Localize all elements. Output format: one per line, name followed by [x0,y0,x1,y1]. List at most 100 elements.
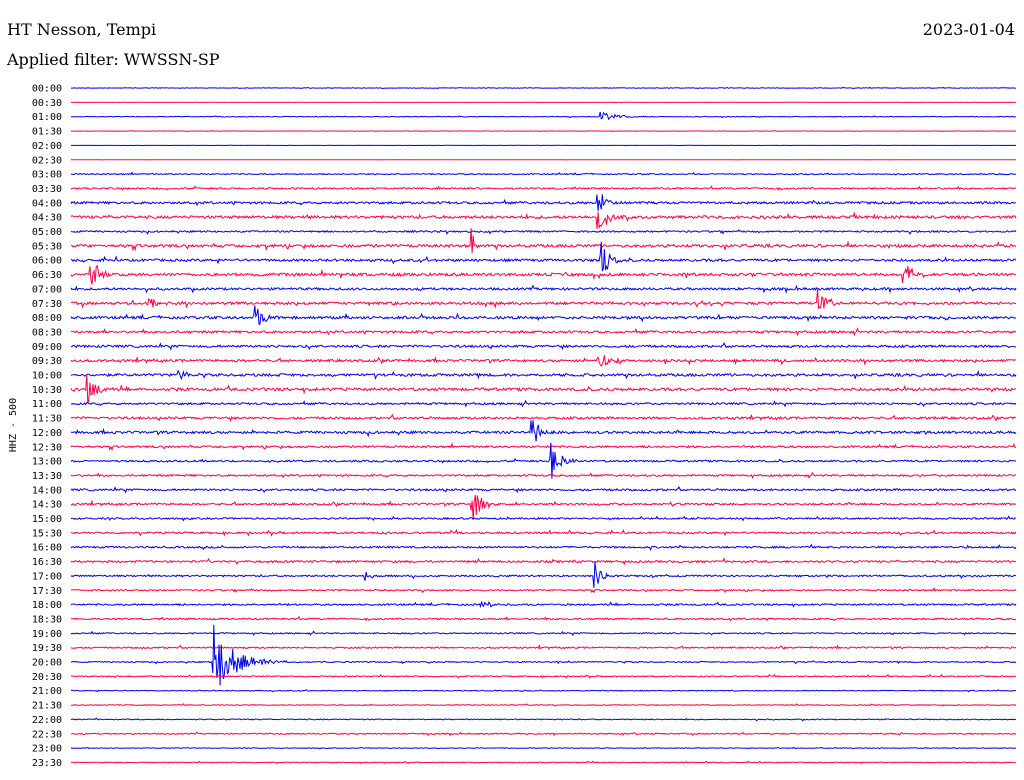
time-tick-label: 13:30 [32,471,62,482]
time-tick-label: 01:30 [32,127,62,138]
trace-line [71,399,1017,408]
time-tick-label: 08:00 [32,313,62,324]
time-tick-label: 16:00 [32,543,62,554]
trace-line [70,673,1017,679]
time-tick-label: 22:00 [32,715,62,726]
trace-line [71,171,1017,176]
time-tick-label: 02:00 [32,141,62,152]
trace-line [70,746,1017,750]
time-tick-label: 21:30 [32,701,62,712]
time-tick-label: 04:30 [32,213,62,224]
time-tick-label: 01:00 [32,112,62,123]
trace-line [70,615,1017,622]
time-tick-label: 05:30 [32,241,62,252]
trace-line [70,601,1017,608]
time-tick-label: 22:30 [32,729,62,740]
time-tick-label: 10:30 [32,385,62,396]
trace-line [70,703,1017,707]
trace-line [70,731,1017,737]
time-tick-label: 15:00 [32,514,62,525]
time-tick-label: 04:00 [32,198,62,209]
time-tick-label: 03:30 [32,184,62,195]
time-tick-label: 09:00 [32,342,62,353]
trace-line [71,86,1017,90]
time-tick-label: 09:30 [32,356,62,367]
trace-line [70,130,1016,133]
time-tick-label: 20:00 [32,658,62,669]
trace-line [70,689,1017,693]
trace-line [70,228,1017,254]
trace-line [70,288,1016,310]
trace-layer [70,86,1017,765]
trace-line [70,557,1017,566]
trace-line [70,355,1017,367]
trace-line [70,561,1017,588]
time-tick-label: 00:00 [32,84,62,95]
trace-line [70,644,1017,650]
time-tick-label: 23:30 [32,758,62,769]
trace-line [71,327,1017,337]
time-tick-label: 07:30 [32,299,62,310]
time-tick-label: 19:00 [32,629,62,640]
trace-line [70,442,1017,479]
time-tick-label: 10:00 [32,371,62,382]
time-tick-label: 18:00 [32,600,62,611]
time-tick-label: 06:00 [32,256,62,267]
trace-line [70,111,1017,121]
time-tick-label: 00:30 [32,98,62,109]
station-title: HT Nesson, Tempi [7,20,157,39]
trace-line [70,305,1017,325]
time-tick-label: 17:30 [32,586,62,597]
trace-line [70,471,1017,480]
time-tick-label: 11:30 [32,414,62,425]
time-tick-label: 13:00 [32,457,62,468]
time-tick-label: 11:00 [32,399,62,410]
time-tick-label: 15:30 [32,528,62,539]
trace-line [70,413,1017,423]
trace-line [70,101,1017,104]
time-tick-label: 06:30 [32,270,62,281]
trace-line [70,543,1017,552]
trace-line [70,515,1016,522]
trace-line [70,717,1017,722]
trace-line [70,185,1017,191]
time-tick-label: 08:30 [32,327,62,338]
time-tick-label: 14:30 [32,500,62,511]
time-tick-label: 18:30 [32,614,62,625]
trace-line [70,241,1017,272]
time-tick-label: 12:00 [32,428,62,439]
trace-line [71,420,1017,442]
date-label: 2023-01-04 [922,20,1015,39]
trace-line [70,264,1017,285]
trace-line [70,284,1017,295]
time-tick-label: 05:00 [32,227,62,238]
trace-line [71,528,1017,537]
trace-line [70,369,1017,381]
trace-line [70,341,1017,351]
trace-line [70,630,1017,636]
time-tick-label: 12:30 [32,442,62,453]
time-tick-label: 20:30 [32,672,62,683]
time-tick-label: 16:30 [32,557,62,568]
trace-line [70,442,1017,451]
time-tick-label: 07:00 [32,284,62,295]
trace-line [70,374,1017,404]
time-tick-label: 19:30 [32,643,62,654]
trace-line [70,586,1017,594]
trace-line [70,624,1017,686]
trace-line [70,760,1017,765]
trace-line [70,494,1017,520]
time-tick-label: 03:00 [32,170,62,181]
trace-line [70,229,1017,235]
filter-label: Applied filter: WWSSN-SP [7,50,220,69]
trace-line [70,211,1017,230]
trace-line [70,194,1017,211]
trace-line [70,485,1017,494]
time-tick-label: 14:00 [32,485,62,496]
tick-layer: 00:00 00:30 01:00 01:30 02:00 02:30 03:00 03:30… [32,84,62,769]
time-tick-label: 21:00 [32,686,62,697]
channel-label: HHZ - 500 [8,398,19,452]
time-tick-label: 02:30 [32,155,62,166]
time-tick-label: 23:00 [32,744,62,755]
